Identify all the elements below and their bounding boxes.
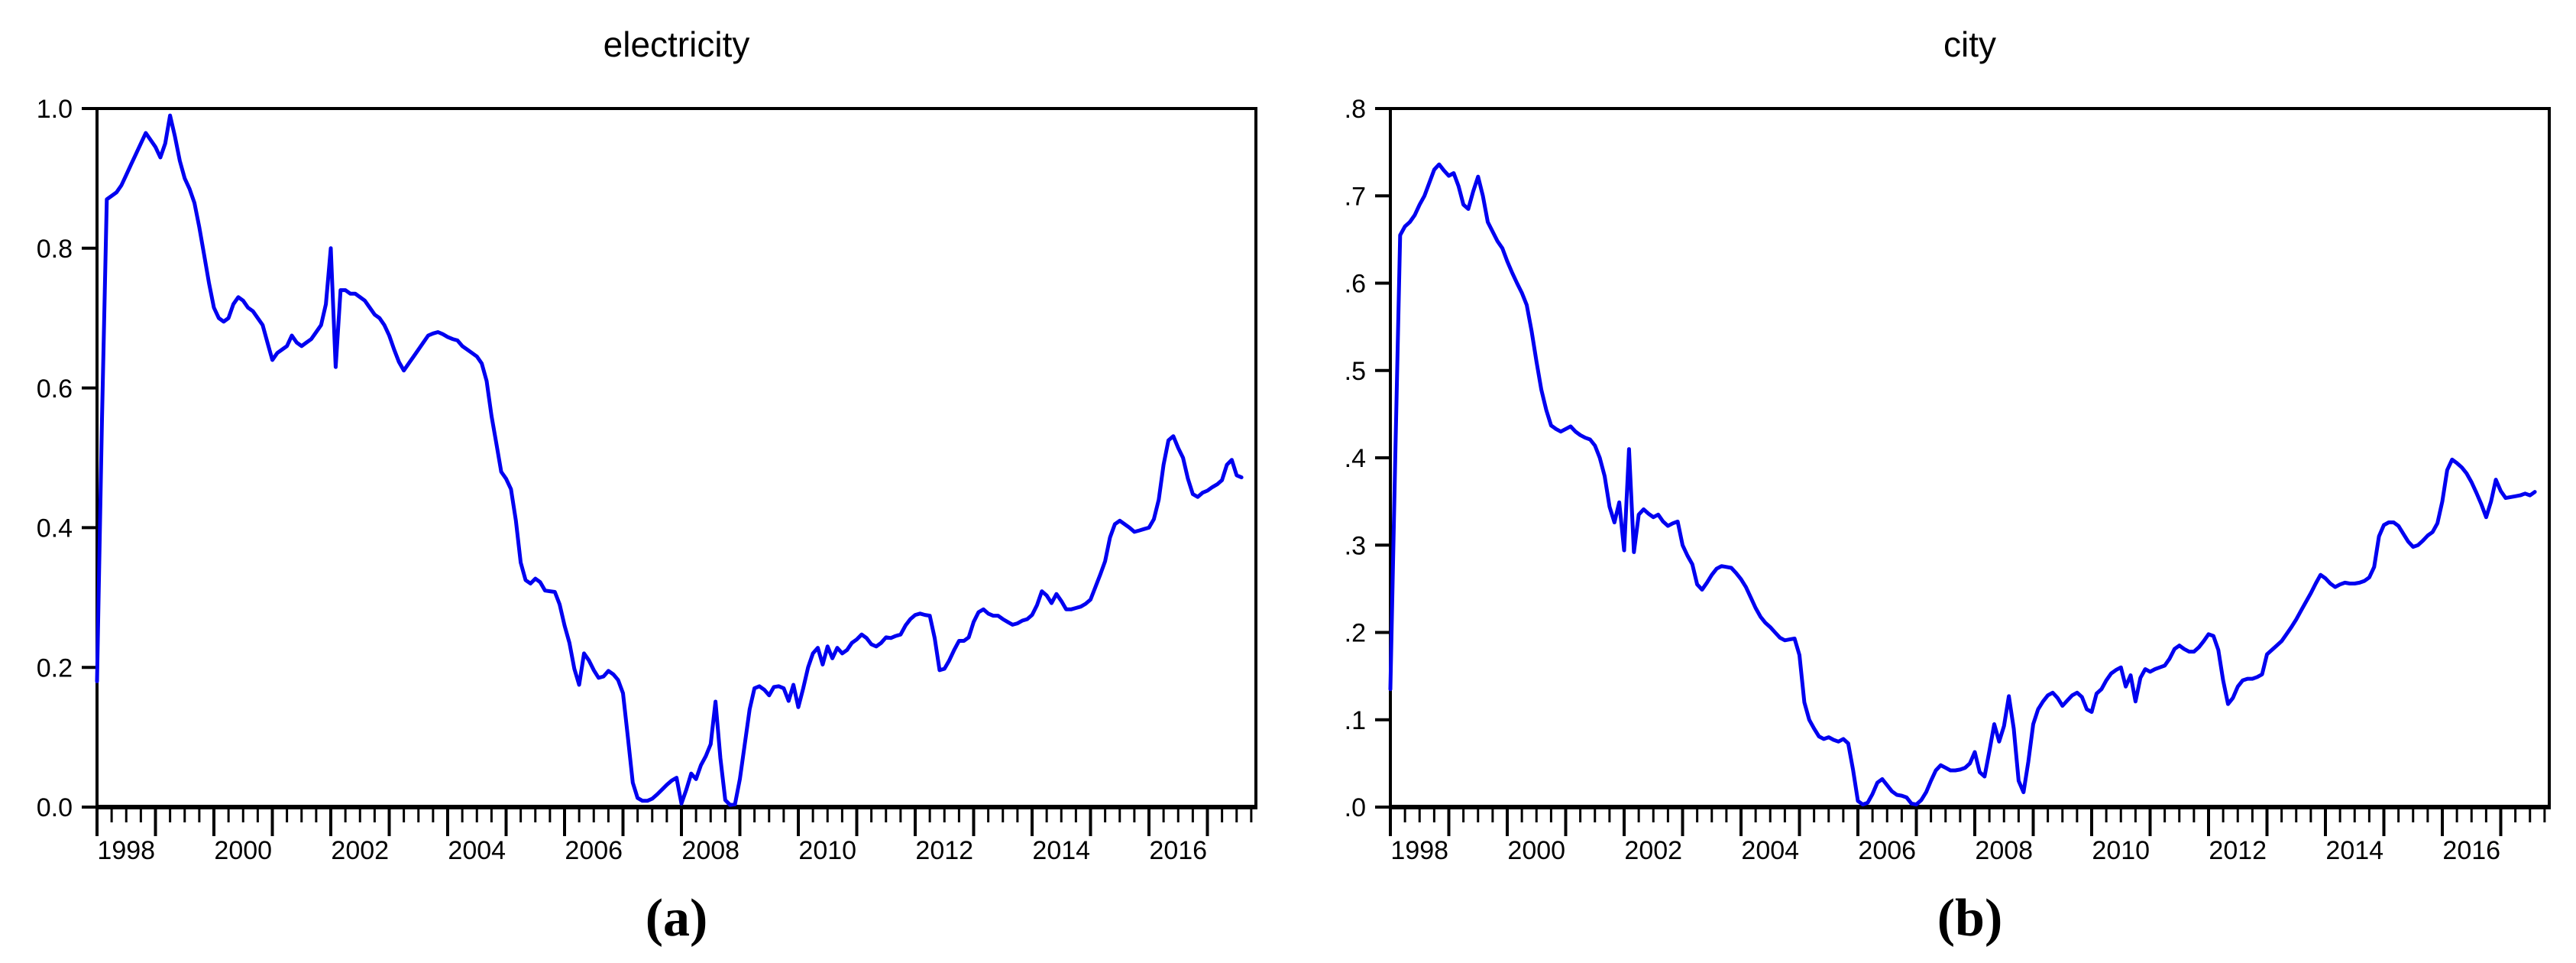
y-tick-label: 1.0 xyxy=(37,95,73,124)
series-line-electricity xyxy=(95,113,1244,807)
y-tick-label: .3 xyxy=(1345,531,1366,560)
x-tick-label: 2014 xyxy=(1032,836,1090,865)
x-tick-label: 2000 xyxy=(1507,836,1565,865)
x-tick-label: 2012 xyxy=(2209,836,2267,865)
y-tick-label: 0.6 xyxy=(37,374,73,404)
x-tick-label: 2012 xyxy=(915,836,973,865)
y-tick-label: .5 xyxy=(1345,357,1366,386)
y-tick-label: 0.8 xyxy=(37,235,73,264)
x-tick-label: 2010 xyxy=(2092,836,2150,865)
x-tick-label: 2006 xyxy=(1858,836,1916,865)
y-tick-label: .2 xyxy=(1345,619,1366,648)
y-tick-label: 0.4 xyxy=(37,514,73,543)
x-tick-label: 2016 xyxy=(1149,836,1207,865)
panel-b-title: city xyxy=(1943,24,1996,64)
x-tick-label: 2004 xyxy=(448,836,506,865)
x-tick-label: 2004 xyxy=(1741,836,1799,865)
series-line-city xyxy=(1388,162,2537,807)
y-tick-label: 0.0 xyxy=(37,793,73,822)
panel-electricity-frame xyxy=(95,107,1257,809)
x-tick-label: 2014 xyxy=(2325,836,2383,865)
x-tick-label: 2010 xyxy=(798,836,856,865)
panel-city-frame xyxy=(1389,107,2551,809)
x-tick-label: 2000 xyxy=(214,836,272,865)
y-tick-label: .7 xyxy=(1345,182,1366,211)
x-tick-label: 2008 xyxy=(1975,836,2033,865)
y-tick-label: .6 xyxy=(1345,270,1366,299)
x-tick-label: 2002 xyxy=(1624,836,1682,865)
y-tick-label: .0 xyxy=(1345,793,1366,822)
y-tick-label: 0.2 xyxy=(37,653,73,683)
y-tick-label: .8 xyxy=(1345,95,1366,124)
panel-b-caption: (b) xyxy=(1937,889,2003,948)
x-tick-label: 2002 xyxy=(331,836,389,865)
x-tick-label: 1998 xyxy=(97,836,155,865)
y-tick-label: .4 xyxy=(1345,444,1366,473)
panel-a-title: electricity xyxy=(603,24,750,64)
panel-a-caption: (a) xyxy=(645,889,708,948)
x-tick-label: 2006 xyxy=(565,836,623,865)
x-tick-label: 2016 xyxy=(2442,836,2500,865)
x-tick-label: 1998 xyxy=(1390,836,1448,865)
x-tick-label: 2008 xyxy=(681,836,739,865)
y-tick-label: .1 xyxy=(1345,706,1366,735)
